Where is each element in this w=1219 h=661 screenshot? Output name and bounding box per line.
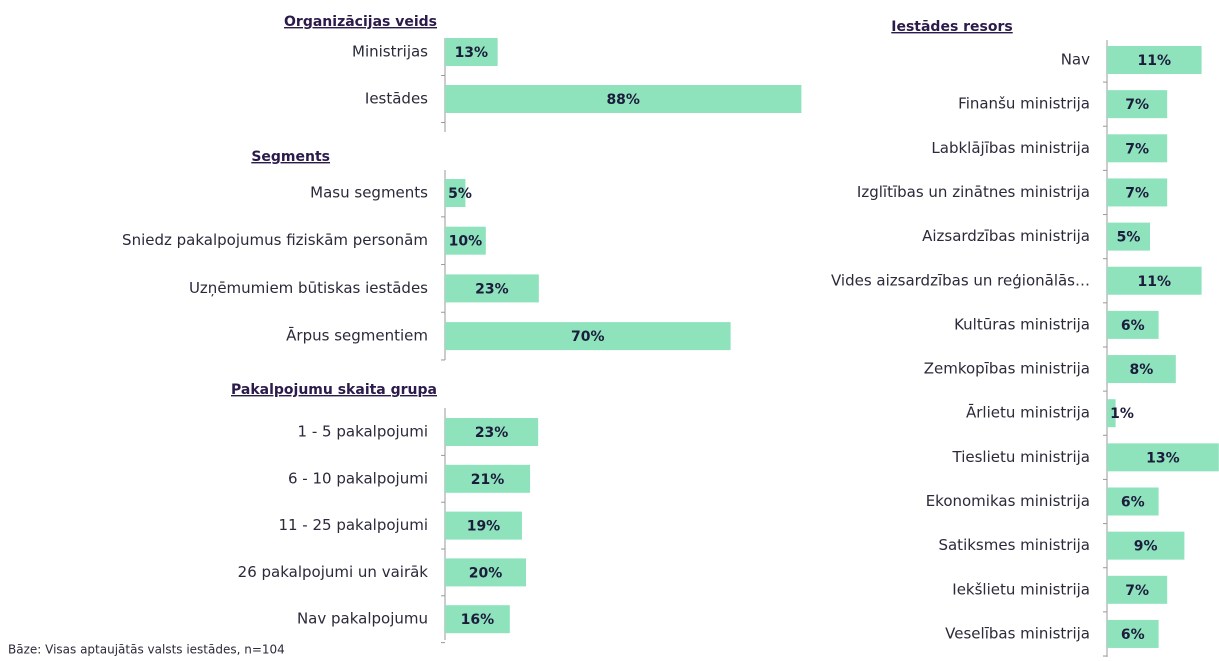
value-label: 13%: [455, 45, 489, 61]
category-label: Sniedz pakalpojumus fiziskām personām: [122, 231, 428, 249]
category-label: Labklājības ministrija: [931, 139, 1090, 157]
value-label: 19%: [467, 519, 501, 535]
bar: [445, 511, 522, 540]
chart-title: Organizācijas veids: [284, 14, 437, 30]
category-label: Uzņēmumiem būtiskas iestādes: [189, 279, 428, 297]
category-label: 11 - 25 pakalpojumi: [278, 516, 428, 534]
bar: [1107, 134, 1168, 163]
bar: [1107, 90, 1168, 119]
category-label: Ministrijas: [352, 43, 428, 61]
value-label: 6%: [1121, 495, 1145, 511]
value-label: 9%: [1134, 539, 1158, 555]
value-label: 88%: [606, 92, 640, 108]
value-label: 7%: [1125, 185, 1149, 201]
value-label: 11%: [1138, 274, 1172, 290]
category-label: Nav pakalpojumu: [297, 610, 428, 628]
chart-title: Iestādes resors: [891, 19, 1013, 35]
value-label: 70%: [571, 329, 605, 345]
value-label: 23%: [475, 425, 509, 441]
category-label: Ekonomikas ministrija: [926, 492, 1090, 510]
value-label: 20%: [469, 565, 503, 581]
value-label: 6%: [1121, 627, 1145, 643]
bar: [1107, 178, 1168, 207]
category-label: Tieslietu ministrija: [952, 448, 1090, 466]
value-label: 10%: [449, 234, 483, 250]
value-label: 5%: [1117, 230, 1141, 246]
value-label: 5%: [448, 186, 472, 202]
bar: [1107, 266, 1202, 295]
category-label: Izglītības un zinātnes ministrija: [857, 183, 1090, 201]
category-label: Nav: [1061, 51, 1090, 69]
value-label: 21%: [471, 472, 505, 488]
value-label: 6%: [1121, 318, 1145, 334]
value-label: 13%: [1146, 450, 1180, 466]
bar: [1107, 46, 1202, 74]
bar: [445, 179, 466, 207]
bar: [445, 274, 539, 303]
category-label: 6 - 10 pakalpojumi: [288, 469, 428, 487]
category-label: Iestādes: [365, 90, 428, 108]
footnote: Bāze: Visas aptaujātās valsts iestādes, …: [8, 643, 285, 657]
value-label: 23%: [475, 281, 509, 297]
category-label: 1 - 5 pakalpojumi: [298, 423, 428, 441]
category-label: Ārpus segmentiem: [286, 327, 428, 345]
bar: [1107, 619, 1159, 648]
bar: [1107, 531, 1185, 560]
category-label: Finanšu ministrija: [958, 95, 1090, 113]
category-label: 26 pakalpojumi un vairāk: [238, 563, 429, 581]
bar: [1107, 222, 1150, 251]
bar: [445, 322, 731, 351]
value-label: 1%: [1110, 406, 1134, 422]
bar: [445, 464, 531, 493]
bar: [445, 226, 486, 255]
value-label: 7%: [1125, 583, 1149, 599]
bar: [1107, 443, 1219, 472]
bar: [445, 605, 510, 634]
bar: [1107, 355, 1176, 384]
category-label: Iekšlietu ministrija: [952, 580, 1090, 598]
bar: [445, 558, 526, 587]
bar: [1107, 575, 1168, 604]
bar: [445, 418, 539, 446]
category-label: Kultūras ministrija: [954, 315, 1090, 333]
category-label: Ārlietu ministrija: [966, 404, 1090, 422]
category-label: Zemkopības ministrija: [924, 360, 1090, 378]
chart-title: Pakalpojumu skaita grupa: [231, 382, 437, 398]
value-label: 7%: [1125, 141, 1149, 157]
bar: [445, 38, 498, 66]
bar: [1107, 487, 1159, 516]
value-label: 8%: [1130, 362, 1154, 378]
category-label: Vides aizsardzības un reģionālās…: [831, 271, 1090, 289]
category-label: Veselības ministrija: [945, 624, 1090, 642]
value-label: 11%: [1138, 53, 1172, 69]
category-label: Aizsardzības ministrija: [922, 227, 1090, 245]
chart-title: Segments: [251, 149, 330, 165]
category-label: Masu segments: [310, 184, 428, 202]
bar: [445, 85, 802, 113]
value-label: 7%: [1125, 97, 1149, 113]
bar: [1107, 310, 1159, 339]
value-label: 16%: [461, 612, 495, 628]
bar: [1107, 399, 1116, 428]
category-label: Satiksmes ministrija: [938, 536, 1090, 554]
